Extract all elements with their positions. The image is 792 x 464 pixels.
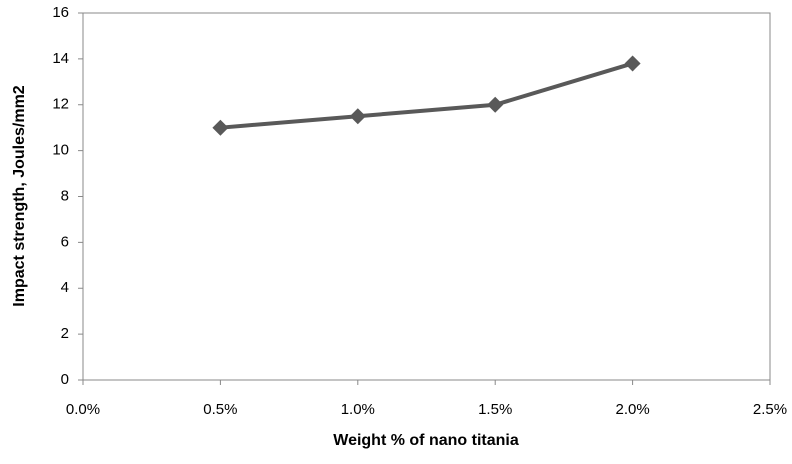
data-marker bbox=[487, 96, 504, 113]
x-tick-label: 2.0% bbox=[615, 401, 649, 418]
data-marker bbox=[624, 55, 641, 72]
x-tick-label: 0.0% bbox=[66, 401, 100, 418]
plot-frame bbox=[82, 12, 771, 381]
y-tick-label: 10 bbox=[52, 142, 69, 159]
y-tick-label: 14 bbox=[52, 50, 69, 67]
x-tick-label: 1.5% bbox=[478, 401, 512, 418]
series-line bbox=[220, 61, 634, 130]
x-tick-label: 1.0% bbox=[341, 401, 375, 418]
x-tick-label: 2.5% bbox=[753, 401, 787, 418]
x-axis-title: Weight % of nano titania bbox=[333, 432, 519, 449]
data-marker bbox=[349, 108, 366, 125]
x-tick-label: 0.5% bbox=[203, 401, 237, 418]
y-tick-label: 8 bbox=[61, 187, 69, 204]
y-tick-label: 0 bbox=[61, 371, 69, 388]
y-tick-label: 16 bbox=[52, 4, 69, 21]
y-tick-label: 12 bbox=[52, 96, 69, 113]
y-tick-label: 6 bbox=[61, 233, 69, 250]
data-marker bbox=[212, 119, 229, 136]
y-axis-title: Impact strength, Joules/mm2 bbox=[11, 85, 28, 306]
y-tick-label: 4 bbox=[61, 279, 69, 296]
y-tick-label: 2 bbox=[61, 325, 69, 342]
